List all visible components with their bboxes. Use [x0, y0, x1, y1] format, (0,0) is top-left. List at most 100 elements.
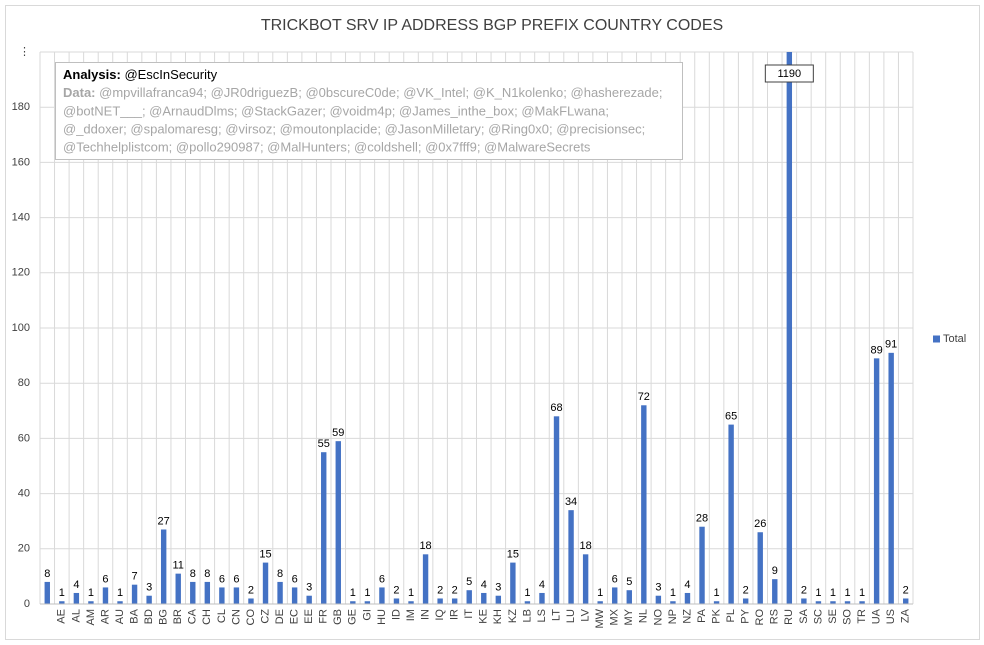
data-label: 2 [248, 584, 254, 596]
data-line: @Techhelplistcom; @pollo290987; @MalHunt… [63, 139, 591, 154]
x-tick-label: IN [419, 609, 431, 620]
x-tick-label: BD [143, 609, 155, 624]
data-label-box [764, 64, 814, 83]
bar [873, 358, 880, 604]
x-tick-label: PA [696, 608, 708, 623]
bar [801, 598, 807, 604]
data-label: 1 [59, 587, 65, 599]
x-tick-label: ZA [900, 608, 912, 623]
data-label: 6 [379, 573, 385, 585]
x-tick-label: LU [565, 609, 577, 623]
data-label: 2 [452, 584, 458, 596]
bar [59, 601, 65, 604]
bar [364, 601, 371, 604]
x-tick-label: NL [638, 609, 650, 623]
bar [612, 587, 618, 604]
bar [699, 526, 705, 604]
bar [204, 581, 211, 604]
data-line: @mpvillafranca94; @JR0driguezB; @0bscure… [99, 85, 662, 100]
data-label: 55 [318, 438, 330, 450]
data-label: 18 [419, 540, 431, 552]
data-label: 4 [73, 579, 79, 591]
x-tick-label: GE [347, 609, 359, 625]
bar [291, 587, 298, 604]
x-tick-label: MY [623, 608, 635, 625]
data-label: 5 [466, 576, 472, 588]
bar [830, 601, 836, 604]
data-label: 1 [670, 587, 676, 599]
bar [88, 601, 94, 604]
data-label: 4 [481, 579, 487, 591]
data-label: 4 [684, 579, 690, 591]
x-tick-label: SA [798, 608, 810, 623]
x-tick-label: PY [740, 608, 752, 623]
bar [481, 592, 487, 604]
x-tick-label: RO [754, 609, 766, 626]
x-tick-label: BR [172, 609, 184, 624]
y-tick-label: 140 [12, 212, 30, 224]
x-tick-label: AR [99, 609, 111, 624]
bar [44, 581, 50, 604]
bar [262, 562, 269, 604]
bar [451, 598, 458, 604]
data-label: 2 [801, 584, 807, 596]
bar [772, 579, 778, 604]
bar [190, 581, 196, 604]
x-tick-label: ID [390, 609, 402, 620]
x-tick-label: HU [376, 609, 388, 625]
y-tick-label: ⋮ [19, 46, 30, 58]
x-tick-label: EC [289, 609, 301, 624]
bar [422, 554, 429, 604]
data-label: 91 [885, 339, 897, 351]
bar [582, 554, 589, 604]
x-tick-label: CO [245, 609, 257, 626]
x-tick-label: CL [216, 609, 228, 623]
y-tick-label: 180 [12, 101, 30, 113]
bar [655, 595, 662, 604]
analysis-value: @EscInSecurity [124, 67, 217, 82]
x-tick-label: RS [769, 609, 781, 624]
y-tick-label: 0 [24, 598, 30, 610]
x-tick-label: CA [187, 608, 199, 624]
data-label: 1 [88, 587, 94, 599]
bar [131, 584, 138, 604]
bar [379, 587, 385, 604]
bar [713, 601, 720, 604]
x-tick-label: LV [580, 608, 592, 621]
x-tick-label: LB [521, 609, 533, 622]
data-label: Data: [63, 85, 96, 100]
data-label: 89 [871, 344, 883, 356]
data-label: 15 [507, 549, 519, 561]
x-tick-label: DE [274, 609, 286, 624]
data-label: 26 [754, 518, 766, 530]
bar [742, 598, 749, 604]
data-label: 1 [714, 587, 720, 599]
bar [815, 601, 822, 604]
bar [466, 590, 472, 604]
data-label: 1 [844, 587, 850, 599]
x-tick-label: US [885, 609, 897, 624]
bar [233, 587, 240, 604]
bar [335, 441, 341, 604]
bar [350, 601, 356, 604]
data-label: 68 [550, 402, 562, 414]
data-label: 2 [743, 584, 749, 596]
y-tick-label: 160 [12, 156, 30, 168]
data-label: 1 [597, 587, 603, 599]
data-label: 1 [364, 587, 370, 599]
data-label: 2 [903, 584, 909, 596]
data-label: 1 [830, 587, 836, 599]
chart-title: TRICKBOT SRV IP ADDRESS BGP PREFIX COUNT… [261, 17, 723, 34]
x-tick-label: BG [158, 609, 170, 625]
data-label: 59 [332, 427, 344, 439]
annotation-box [55, 62, 683, 160]
y-tick-label: 20 [18, 543, 30, 555]
bar [888, 352, 894, 604]
analysis-label: Analysis: [63, 67, 121, 82]
x-tick-label: IQ [434, 609, 446, 621]
x-tick-label: SE [827, 609, 839, 624]
x-tick-label: NO [652, 609, 664, 626]
y-tick-label: 40 [18, 488, 30, 500]
data-label: 65 [725, 411, 737, 423]
